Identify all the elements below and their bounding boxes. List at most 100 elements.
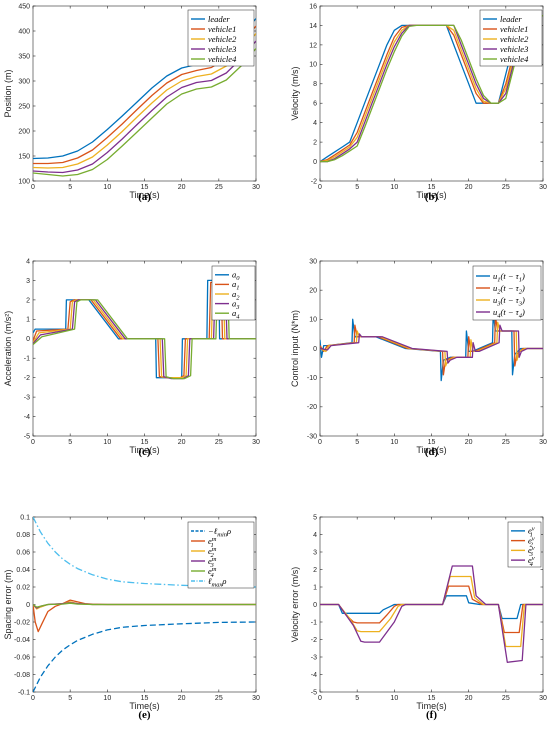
- chart-panel-a: 0 5 10 15 20 25 30 100 150 200 250 300 350 400 450 Time…: [3, 3, 260, 203]
- y-tick-label: -4: [24, 414, 30, 421]
- x-tick-label: 30: [539, 184, 547, 191]
- series-line-5: [33, 602, 256, 608]
- x-tick-label: 15: [428, 439, 436, 446]
- series-line-4: [320, 324, 543, 364]
- x-tick-label: 25: [215, 184, 223, 191]
- legend-label: u3(t − τ3): [493, 295, 525, 308]
- series-line-3: [33, 33, 256, 169]
- legend-label: vehicle3: [208, 44, 236, 54]
- x-axis-label: Time(s): [129, 445, 159, 455]
- x-tick-label: 15: [141, 695, 149, 702]
- legend-label: −ℓminρ: [208, 526, 231, 539]
- legend-label: leader: [500, 14, 522, 24]
- y-tick-label: 200: [18, 128, 30, 135]
- subfigure-caption: (b): [425, 191, 439, 203]
- y-tick-label: 150: [18, 153, 30, 160]
- y-tick-label: 12: [309, 42, 317, 49]
- y-tick-label: 0.06: [16, 549, 30, 556]
- x-tick-label: 20: [178, 184, 186, 191]
- x-tick-label: 0: [318, 439, 322, 446]
- series-line-4: [33, 40, 256, 174]
- x-tick-label: 10: [390, 695, 398, 702]
- legend-label: vehicle1: [500, 24, 528, 34]
- y-tick-label: 0: [313, 159, 317, 166]
- x-tick-label: 5: [68, 695, 72, 702]
- y-tick-label: -30: [307, 433, 317, 440]
- x-tick-label: 0: [318, 695, 322, 702]
- y-axis-label: Position (m): [3, 69, 13, 117]
- y-tick-label: 5: [313, 514, 317, 521]
- subfigure-caption: (a): [138, 191, 151, 203]
- y-tick-label: 400: [18, 28, 30, 35]
- chart-panel-f: 0 5 10 15 20 25 30 -5 -4 -3 -2 -1 0 1 2 3 4 5 Time(s) Veloc…: [290, 514, 547, 721]
- legend-label: vehicle4: [500, 54, 529, 64]
- y-tick-label: -2: [24, 375, 30, 382]
- y-tick-label: -1: [311, 619, 317, 626]
- x-tick-label: 20: [465, 439, 473, 446]
- y-tick-label: -2: [311, 637, 317, 644]
- legend-label: ev 4: [528, 555, 535, 568]
- x-axis-label: Time(s): [129, 701, 159, 711]
- y-tick-label: 10: [309, 62, 317, 69]
- x-tick-label: 20: [178, 695, 186, 702]
- y-tick-label: 2: [313, 567, 317, 574]
- y-tick-label: 0: [313, 346, 317, 353]
- y-axis-label: Acceleration (m/s²): [3, 311, 13, 387]
- y-tick-label: -3: [311, 654, 317, 661]
- y-tick-label: 3: [313, 549, 317, 556]
- x-tick-label: 25: [502, 184, 510, 191]
- y-tick-label: 4: [313, 532, 317, 539]
- legend-label: a2: [232, 289, 240, 302]
- legend-label: ev 1: [528, 526, 535, 539]
- legend-label: a4: [232, 308, 240, 321]
- x-tick-label: 5: [355, 184, 359, 191]
- x-axis-label: Time(s): [416, 190, 446, 200]
- y-tick-label: 16: [309, 3, 317, 10]
- y-tick-label: 6: [313, 101, 317, 108]
- y-axis-label: Control input (N*m): [290, 310, 300, 387]
- x-tick-label: 15: [141, 439, 149, 446]
- subfigure-caption: (e): [138, 709, 151, 721]
- x-tick-label: 0: [31, 184, 35, 191]
- legend-label: u1(t − τ1): [493, 271, 525, 284]
- y-tick-label: 100: [18, 178, 30, 185]
- legend-label: em 4: [208, 566, 217, 579]
- y-tick-label: 450: [18, 3, 30, 10]
- y-tick-label: -0.06: [14, 654, 30, 661]
- y-tick-label: 4: [313, 120, 317, 127]
- y-tick-label: -5: [311, 689, 317, 696]
- x-tick-label: 25: [502, 439, 510, 446]
- x-tick-label: 10: [390, 439, 398, 446]
- x-tick-label: 10: [103, 439, 111, 446]
- y-tick-label: 300: [18, 78, 30, 85]
- x-tick-label: 5: [68, 439, 72, 446]
- y-tick-label: 2: [313, 140, 317, 147]
- y-tick-label: -3: [24, 395, 30, 402]
- x-tick-label: 5: [355, 439, 359, 446]
- x-tick-label: 15: [141, 184, 149, 191]
- y-tick-label: -20: [307, 404, 317, 411]
- x-tick-label: 15: [428, 184, 436, 191]
- y-tick-label: 0: [26, 336, 30, 343]
- y-tick-label: -10: [307, 375, 317, 382]
- series-line-4: [320, 565, 543, 663]
- y-tick-label: 0.04: [16, 567, 30, 574]
- x-tick-label: 30: [539, 695, 547, 702]
- x-tick-label: 30: [252, 439, 260, 446]
- y-tick-label: -0.1: [18, 689, 30, 696]
- x-tick-label: 25: [215, 695, 223, 702]
- y-tick-label: -0.08: [14, 672, 30, 679]
- y-tick-label: 1: [313, 584, 317, 591]
- y-tick-label: 20: [309, 288, 317, 295]
- legend-label: a0: [232, 270, 240, 283]
- chart-panel-d: 0 5 10 15 20 25 30 -30 -20 -10 0 10 20 30 Time(s) Contr…: [290, 258, 547, 458]
- legend-label: em 3: [208, 556, 217, 569]
- y-tick-label: 0.02: [16, 584, 30, 591]
- x-tick-label: 10: [103, 695, 111, 702]
- legend-label: ev 2: [528, 535, 535, 548]
- legend-label: u2(t − τ2): [493, 283, 525, 296]
- legend-box: [472, 265, 542, 321]
